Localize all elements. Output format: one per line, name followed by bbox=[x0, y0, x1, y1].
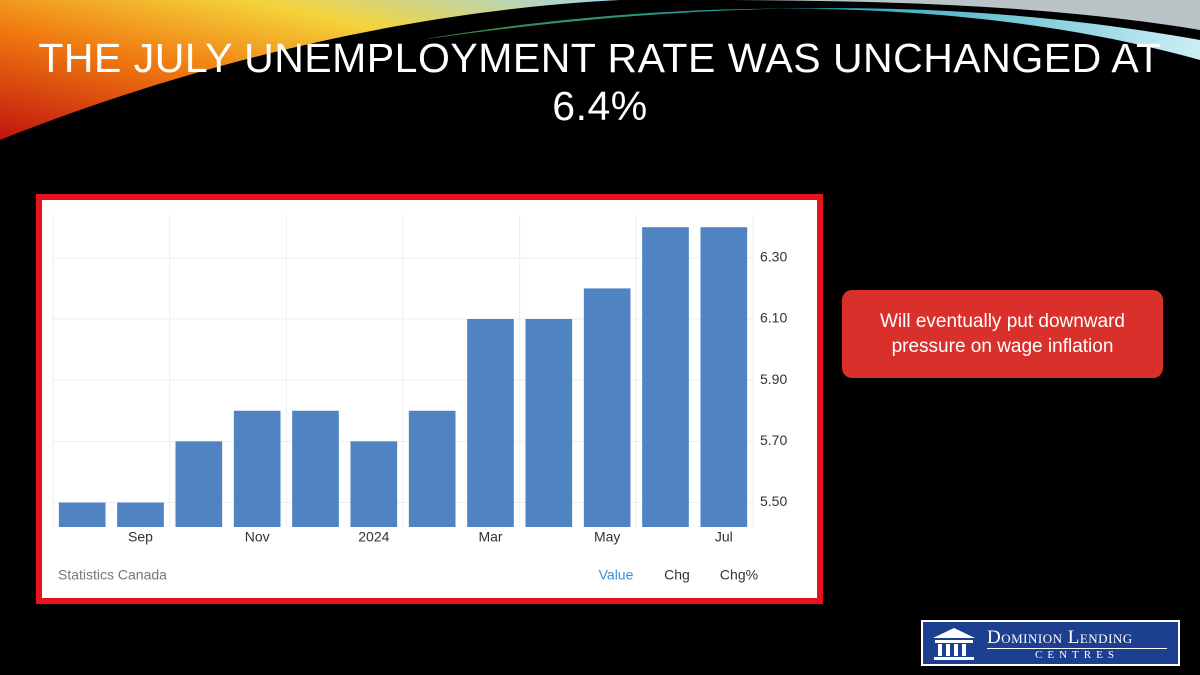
source: Statistics Canada bbox=[58, 567, 167, 583]
x-tick-label: Sep bbox=[128, 529, 153, 545]
swoosh bbox=[0, 0, 620, 140]
logo-icon bbox=[933, 628, 975, 660]
bar bbox=[58, 502, 106, 527]
bar bbox=[292, 410, 339, 527]
x-tick-label: Mar bbox=[478, 529, 502, 545]
x-tick-label: May bbox=[594, 529, 620, 545]
bar bbox=[583, 288, 631, 527]
tab[interactable]: Chg bbox=[664, 567, 690, 583]
logo-sub: Centres bbox=[987, 648, 1167, 661]
bar bbox=[233, 410, 281, 527]
y-tick-label: 6.30 bbox=[760, 249, 787, 265]
decoration bbox=[0, 0, 1200, 140]
swoosh bbox=[700, 0, 1200, 30]
y-tick-label: 5.70 bbox=[760, 432, 787, 448]
slide-title: THE JULY UNEMPLOYMENT RATE WAS UNCHANGED… bbox=[38, 35, 1162, 129]
logo: Dominion Lending Centres bbox=[921, 620, 1180, 666]
bar bbox=[117, 502, 164, 527]
logo-name: Dominion Lending bbox=[987, 627, 1133, 648]
swoosh bbox=[420, 8, 1200, 61]
x-tick-label: Jul bbox=[715, 529, 733, 545]
bar bbox=[175, 441, 223, 527]
tab[interactable]: Chg% bbox=[720, 567, 758, 583]
bar bbox=[467, 319, 514, 527]
y-tick-label: 5.50 bbox=[760, 493, 787, 509]
bar bbox=[642, 227, 689, 527]
chart-frame bbox=[36, 194, 823, 604]
y-tick-label: 6.10 bbox=[760, 310, 787, 326]
y-tick-label: 5.90 bbox=[760, 371, 787, 387]
annotation: Will eventually put downward pressure on… bbox=[842, 290, 1163, 378]
x-tick-label: Nov bbox=[245, 529, 270, 545]
tab[interactable]: Value bbox=[599, 567, 634, 583]
bar bbox=[350, 441, 398, 527]
bar bbox=[525, 319, 573, 527]
bar bbox=[408, 410, 456, 527]
bar bbox=[700, 227, 748, 527]
x-tick-label: 2024 bbox=[358, 529, 389, 545]
